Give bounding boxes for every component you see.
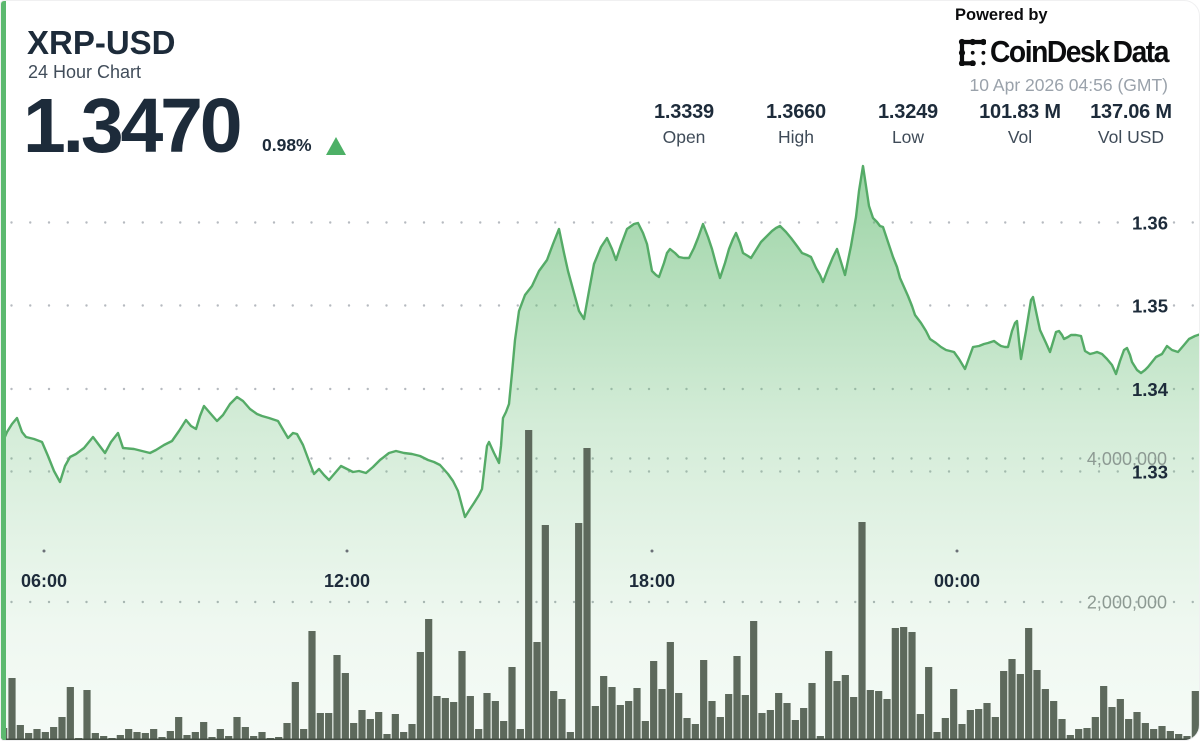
svg-text:2,000,000: 2,000,000 [1087, 593, 1167, 613]
svg-text:1.36: 1.36 [1132, 212, 1168, 233]
svg-text:18:00: 18:00 [629, 571, 675, 591]
svg-text:1.33: 1.33 [1132, 461, 1168, 482]
svg-text:12:00: 12:00 [324, 571, 370, 591]
svg-text:4,000,000: 4,000,000 [1087, 449, 1167, 469]
svg-text:1.34: 1.34 [1132, 379, 1169, 400]
svg-text:06:00: 06:00 [21, 571, 67, 591]
svg-text:1.35: 1.35 [1132, 295, 1168, 316]
svg-text:00:00: 00:00 [934, 571, 980, 591]
